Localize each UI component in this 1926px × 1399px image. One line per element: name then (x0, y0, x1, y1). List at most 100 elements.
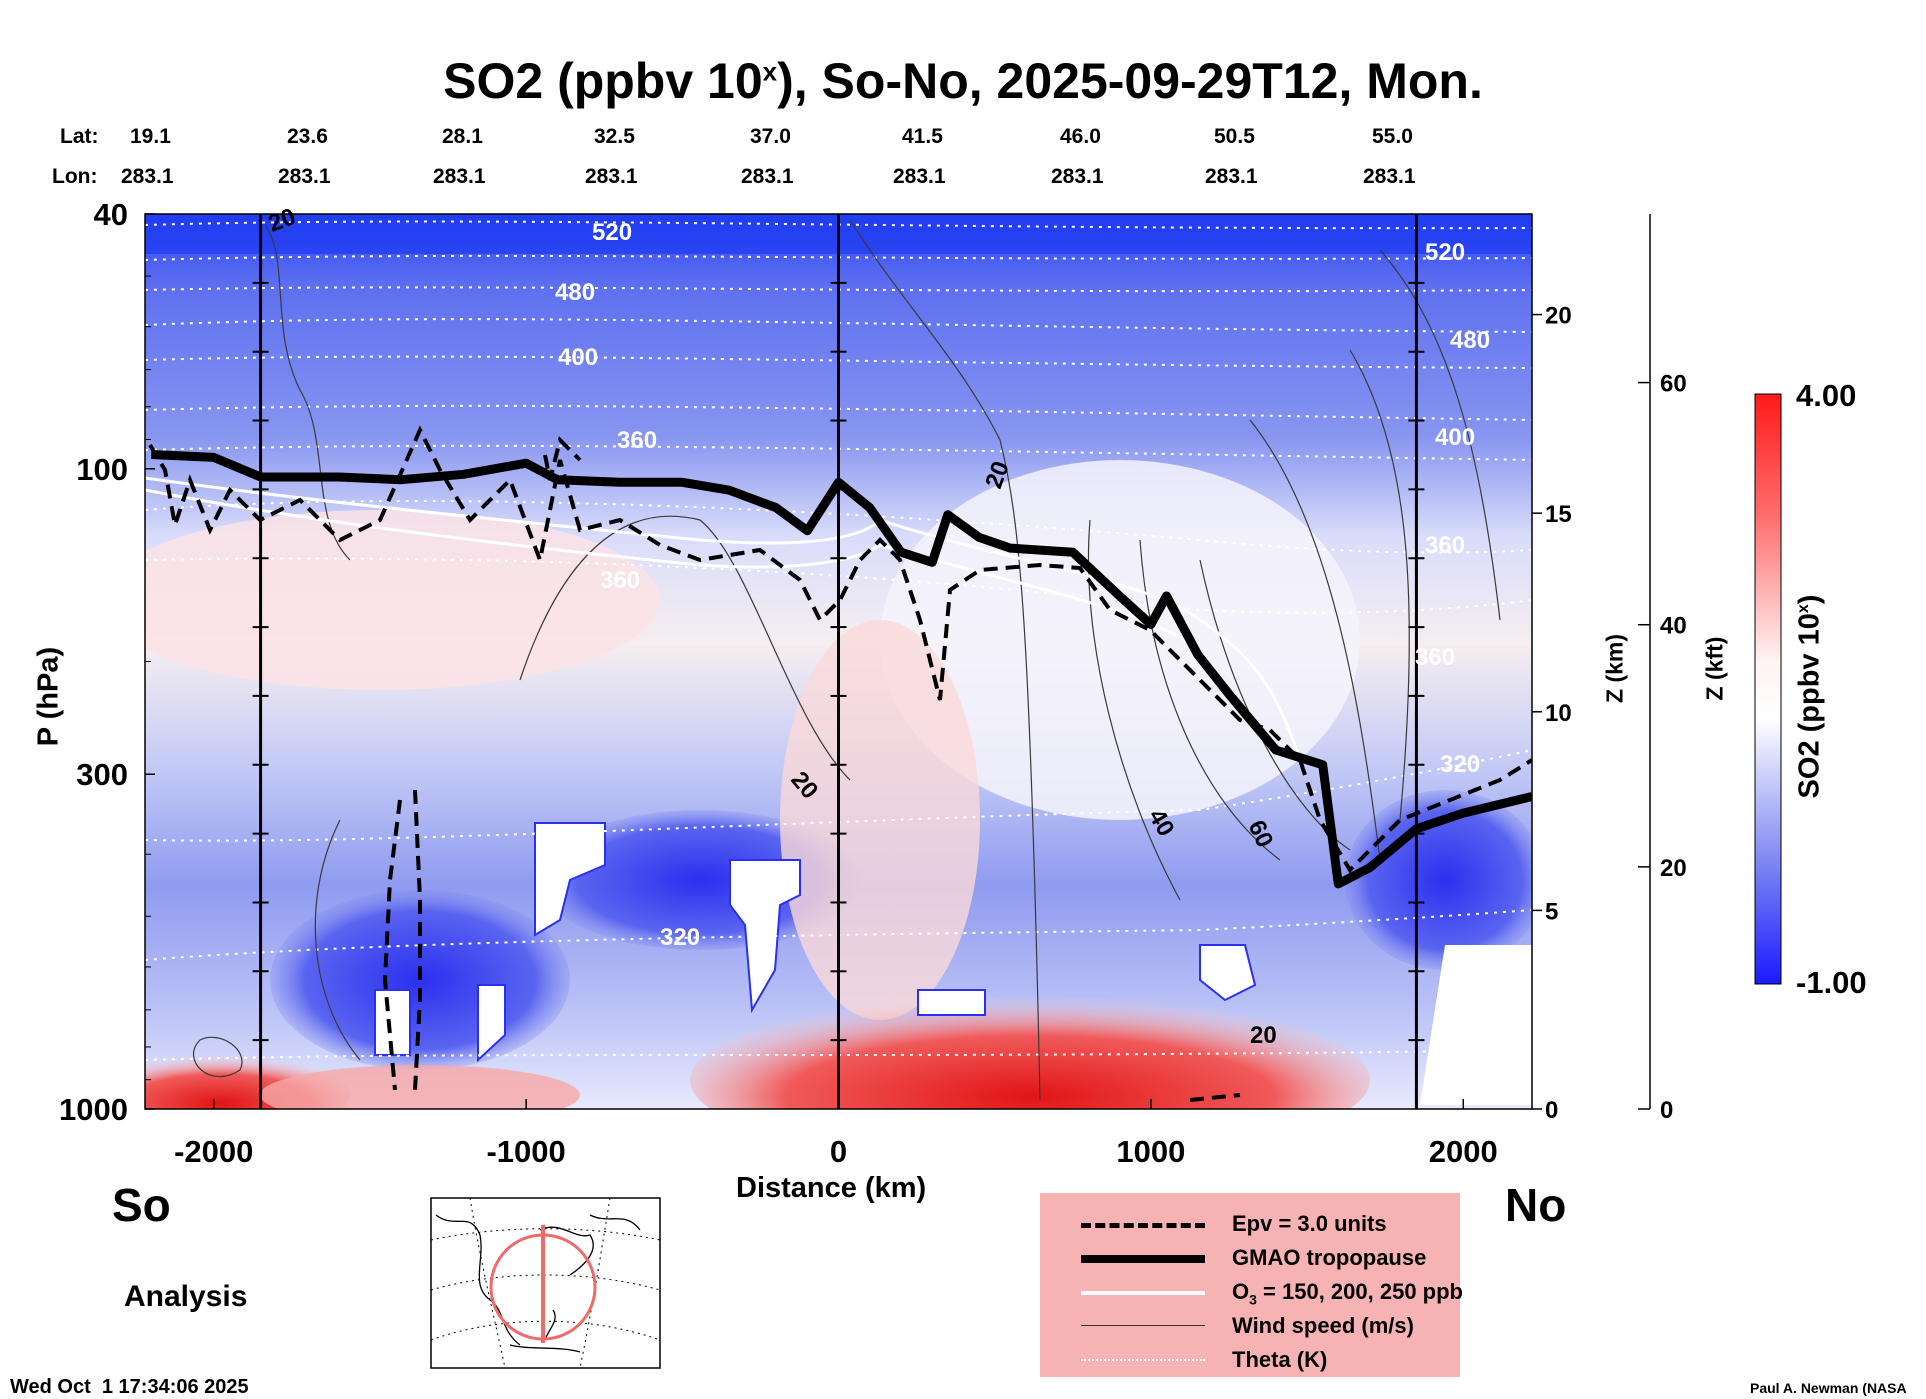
lon-value: 283.1 (893, 165, 946, 188)
lat-value: 19.1 (130, 125, 171, 148)
theta-label-400-right: 360 (1425, 532, 1465, 559)
white-patch-6 (374, 989, 411, 1056)
north-label: No (1505, 1179, 1567, 1231)
z-tick-label: 5 (1545, 898, 1558, 925)
kft-tick-label: 20 (1660, 855, 1687, 882)
pink-column (780, 620, 980, 1020)
colorbar-min-label: -1.00 (1796, 965, 1867, 1000)
p-tick-label: 100 (76, 452, 128, 487)
lon-value: 283.1 (741, 165, 794, 188)
kft-tick-label: 60 (1660, 371, 1687, 398)
timestamp: Wed Oct 1 17:34:06 2025 (10, 1376, 249, 1398)
red-surface-band (260, 1065, 580, 1109)
z-tick-label: 15 (1545, 501, 1572, 528)
lat-value: 46.0 (1060, 125, 1101, 148)
wind-line-icon (1081, 1325, 1205, 1326)
theta-label-320-right: 320 (1440, 751, 1480, 778)
p-tick-label: 40 (94, 197, 128, 232)
colorbar (1754, 393, 1782, 985)
colorbar-title: SO2 (ppbv 10x) (1793, 594, 1826, 799)
theta-label-360: 360 (600, 567, 640, 594)
x-tick-label: -1000 (486, 1134, 565, 1169)
red-surface-blob-main (690, 995, 1370, 1109)
x-tick-label: 2000 (1429, 1134, 1498, 1169)
ozone-line-icon (1081, 1291, 1205, 1295)
x-tick-label: 1000 (1116, 1134, 1185, 1169)
ozone-contours (145, 476, 1302, 761)
white-region-right (880, 460, 1360, 820)
legend-item-epv: Epv = 3.0 units (1040, 1207, 1460, 1239)
white-patch-7 (477, 984, 506, 1063)
z-kft-axis-ticks: 0 20 40 60 (1638, 371, 1687, 1124)
lat-value: 50.5 (1214, 125, 1255, 148)
credit: Paul A. Newman (NASA (1750, 1380, 1907, 1396)
south-label: So (112, 1179, 171, 1231)
colorbar-max-label: 4.00 (1796, 378, 1857, 413)
tropopause-line-icon (1081, 1255, 1205, 1263)
lon-value: 283.1 (1363, 165, 1416, 188)
theta-label-400: 360 (617, 427, 657, 454)
x-tick-label: -2000 (174, 1134, 253, 1169)
lon-value: 283.1 (1205, 165, 1258, 188)
analysis-label: Analysis (124, 1280, 248, 1313)
chart-title: SO2 (ppbv 10x), So-No, 2025-09-29T12, Mo… (443, 53, 1483, 109)
p-tick-label: 1000 (59, 1092, 128, 1127)
white-patch-4 (1199, 944, 1257, 1002)
white-patch-1 (534, 822, 606, 937)
legend-label-wind: Wind speed (m/s) (1232, 1313, 1414, 1338)
legend-label-theta: Theta (K) (1232, 1347, 1328, 1372)
theta-labels: 520 480 400 360 520 480 400 360 360 360 … (555, 219, 1490, 951)
legend-item-theta: Theta (K) (1040, 1343, 1460, 1375)
kft-tick-label: 40 (1660, 613, 1687, 640)
lat-value: 41.5 (902, 125, 943, 148)
z-km-axis-ticks: 0 5 10 15 20 (1532, 303, 1572, 1124)
lat-value: 28.1 (442, 125, 483, 148)
lat-value: 37.0 (750, 125, 791, 148)
legend-item-wind: Wind speed (m/s) (1040, 1309, 1460, 1341)
pressure-axis-ticks: 40 100 300 1000 (59, 197, 155, 1127)
z-tick-label: 20 (1545, 303, 1572, 330)
blue-blob-3 (1345, 790, 1532, 970)
marker-ticks (252, 281, 1425, 1042)
white-patch-3 (917, 989, 986, 1016)
vertical-markers (259, 214, 1418, 1109)
legend-label-epv: Epv = 3.0 units (1232, 1211, 1387, 1236)
lon-value: 283.1 (585, 165, 638, 188)
theta-label-520-right: 520 (1425, 239, 1465, 266)
x-axis-title: Distance (km) (736, 1172, 927, 1204)
legend-item-tropopause: GMAO tropopause (1040, 1241, 1460, 1273)
lon-value: 283.1 (1051, 165, 1104, 188)
theta-label-320: 320 (660, 924, 700, 951)
tropopause-line (150, 450, 1532, 889)
lon-value: 283.1 (433, 165, 486, 188)
lat-value: 55.0 (1372, 125, 1413, 148)
theta-label-360-right: 360 (1415, 644, 1455, 671)
z-km-axis-title: Z (km) (1601, 634, 1628, 703)
theta-label-440-right: 400 (1435, 424, 1475, 451)
theta-label-480: 480 (555, 279, 595, 306)
white-patch-2 (729, 859, 801, 1014)
p-tick-label: 300 (76, 757, 128, 792)
theta-label-480-right: 480 (1450, 327, 1490, 354)
pink-band-left (145, 510, 660, 690)
y-axis-title: P (hPa) (32, 646, 65, 747)
wind-speed-contours (193, 219, 1501, 1101)
lat-label: Lat: (60, 125, 99, 148)
legend-label-ozone: O3 = 150, 200, 250 ppb (1232, 1279, 1463, 1308)
x-axis-ticks: -2000 -1000 0 1000 2000 (174, 1099, 1498, 1169)
lon-value: 283.1 (278, 165, 331, 188)
location-map (430, 1197, 661, 1369)
kft-tick-label: 0 (1660, 1097, 1673, 1124)
x-tick-label: 0 (830, 1134, 847, 1169)
z-tick-label: 0 (1545, 1097, 1558, 1124)
theta-line-icon (1081, 1359, 1205, 1361)
lat-value: 23.6 (287, 125, 328, 148)
z-kft-axis-title: Z (kft) (1701, 636, 1728, 701)
wind-label-20-low: 20 (1250, 1022, 1277, 1049)
legend-label-tropopause: GMAO tropopause (1232, 1245, 1427, 1270)
white-patch-5 (1420, 945, 1532, 1105)
legend-item-ozone: O3 = 150, 200, 250 ppb (1040, 1275, 1463, 1308)
z-tick-label: 10 (1545, 700, 1572, 727)
theta-label-520: 520 (592, 219, 632, 246)
